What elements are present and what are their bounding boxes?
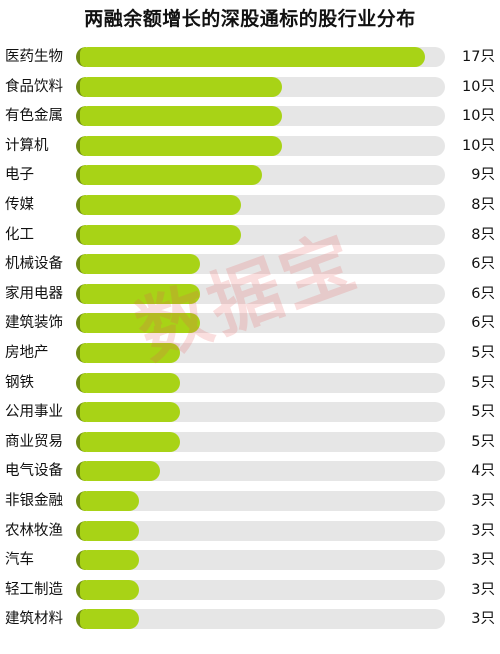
bar-cap bbox=[76, 461, 86, 482]
bar-cap bbox=[76, 106, 86, 127]
category-label: 电子 bbox=[5, 167, 34, 184]
value-label: 8只 bbox=[471, 226, 495, 243]
bar bbox=[78, 195, 242, 215]
bar-cap bbox=[76, 254, 86, 275]
category-label: 机械设备 bbox=[5, 256, 63, 273]
bar bbox=[78, 491, 140, 511]
value-label: 3只 bbox=[471, 611, 495, 628]
bar-cap bbox=[76, 402, 86, 423]
value-label: 3只 bbox=[471, 493, 495, 509]
bar bbox=[78, 461, 160, 482]
value-label: 6只 bbox=[471, 256, 495, 273]
bar-cap bbox=[76, 550, 86, 571]
category-label: 公用事业 bbox=[5, 404, 63, 421]
value-label: 3只 bbox=[471, 552, 495, 569]
category-label: 房地产 bbox=[5, 345, 49, 361]
category-label: 电气设备 bbox=[5, 463, 63, 480]
chart-title: 两融余额增长的深股通标的股行业分布 bbox=[84, 8, 416, 30]
bar-track bbox=[78, 461, 445, 482]
value-label: 17只 bbox=[462, 49, 495, 65]
value-label: 5只 bbox=[471, 345, 495, 361]
bar-track bbox=[78, 579, 445, 600]
bar bbox=[78, 579, 140, 600]
bar-cap bbox=[76, 224, 86, 245]
bar-cap bbox=[76, 76, 86, 97]
category-label: 轻工制造 bbox=[5, 581, 63, 598]
bar-cap bbox=[76, 431, 86, 452]
category-label: 农林牧渔 bbox=[5, 522, 63, 539]
bar bbox=[78, 520, 140, 541]
bar-track bbox=[78, 520, 445, 541]
value-label: 5只 bbox=[471, 374, 495, 391]
value-label: 8只 bbox=[471, 197, 495, 213]
category-label: 医药生物 bbox=[5, 49, 63, 65]
value-label: 10只 bbox=[462, 108, 495, 125]
value-label: 10只 bbox=[462, 137, 495, 154]
value-label: 10只 bbox=[462, 78, 495, 95]
bar-cap bbox=[76, 579, 86, 600]
value-label: 4只 bbox=[471, 463, 495, 480]
bar-cap bbox=[76, 372, 86, 393]
bar bbox=[78, 106, 283, 127]
bar bbox=[78, 76, 283, 97]
bar bbox=[78, 47, 425, 67]
bar bbox=[78, 372, 181, 393]
bar bbox=[78, 550, 140, 571]
category-label: 计算机 bbox=[5, 137, 49, 154]
value-label: 6只 bbox=[471, 315, 495, 332]
bar-cap bbox=[76, 47, 86, 67]
bar bbox=[78, 343, 181, 363]
category-label: 建筑装饰 bbox=[5, 315, 63, 332]
bar-cap bbox=[76, 195, 86, 215]
bar bbox=[78, 254, 201, 275]
value-label: 5只 bbox=[471, 433, 495, 450]
bar-cap bbox=[76, 165, 86, 186]
bar-cap bbox=[76, 520, 86, 541]
bar-cap bbox=[76, 343, 86, 363]
category-label: 商业贸易 bbox=[5, 433, 63, 450]
bar bbox=[78, 135, 283, 156]
category-label: 食品饮料 bbox=[5, 78, 63, 95]
bar bbox=[78, 313, 201, 334]
bar-track bbox=[78, 609, 445, 630]
bar bbox=[78, 283, 201, 304]
category-label: 汽车 bbox=[5, 552, 34, 569]
bar-track bbox=[78, 491, 445, 511]
bar bbox=[78, 609, 140, 630]
category-label: 非银金融 bbox=[5, 493, 63, 509]
category-label: 家用电器 bbox=[5, 285, 63, 302]
value-label: 3只 bbox=[471, 522, 495, 539]
value-label: 9只 bbox=[471, 167, 495, 184]
bar-cap bbox=[76, 313, 86, 334]
category-label: 化工 bbox=[5, 226, 34, 243]
value-label: 3只 bbox=[471, 581, 495, 598]
category-label: 有色金属 bbox=[5, 108, 63, 125]
value-label: 6只 bbox=[471, 285, 495, 302]
bar bbox=[78, 431, 181, 452]
bar bbox=[78, 165, 262, 186]
bar-track bbox=[78, 550, 445, 571]
category-label: 建筑材料 bbox=[5, 611, 63, 628]
bar-cap bbox=[76, 491, 86, 511]
bar bbox=[78, 224, 242, 245]
bar-cap bbox=[76, 135, 86, 156]
value-label: 5只 bbox=[471, 404, 495, 421]
bar-cap bbox=[76, 609, 86, 630]
category-label: 传媒 bbox=[5, 197, 34, 213]
bar bbox=[78, 402, 181, 423]
bar-cap bbox=[76, 283, 86, 304]
category-label: 钢铁 bbox=[5, 374, 34, 391]
